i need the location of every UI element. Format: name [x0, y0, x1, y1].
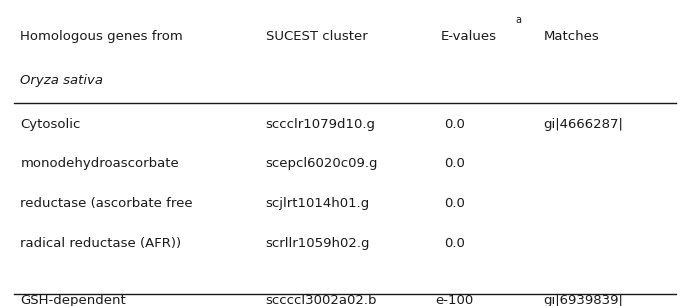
- Text: radical reductase (AFR)): radical reductase (AFR)): [21, 237, 181, 250]
- Text: GSH-dependent: GSH-dependent: [21, 294, 126, 306]
- Text: sccclr1079d10.g: sccclr1079d10.g: [266, 118, 375, 131]
- Text: Oryza sativa: Oryza sativa: [21, 74, 104, 87]
- Text: scepcl6020c09.g: scepcl6020c09.g: [266, 157, 378, 170]
- Text: 0.0: 0.0: [444, 118, 465, 131]
- Text: Matches: Matches: [544, 30, 600, 43]
- Text: reductase (ascorbate free: reductase (ascorbate free: [21, 197, 193, 210]
- Text: Cytosolic: Cytosolic: [21, 118, 81, 131]
- Text: e-100: e-100: [435, 294, 473, 306]
- Text: 0.0: 0.0: [444, 237, 465, 250]
- Text: scrllr1059h02.g: scrllr1059h02.g: [266, 237, 370, 250]
- Text: scjlrt1014h01.g: scjlrt1014h01.g: [266, 197, 370, 210]
- Text: monodehydroascorbate: monodehydroascorbate: [21, 157, 179, 170]
- Text: E-values: E-values: [441, 30, 497, 43]
- Text: gi|6939839|: gi|6939839|: [544, 294, 624, 306]
- Text: sccccl3002a02.b: sccccl3002a02.b: [266, 294, 377, 306]
- Text: a: a: [515, 15, 521, 25]
- Text: SUCEST cluster: SUCEST cluster: [266, 30, 367, 43]
- Text: 0.0: 0.0: [444, 197, 465, 210]
- Text: gi|4666287|: gi|4666287|: [544, 118, 624, 131]
- Text: 0.0: 0.0: [444, 157, 465, 170]
- Text: Homologous genes from: Homologous genes from: [21, 30, 183, 43]
